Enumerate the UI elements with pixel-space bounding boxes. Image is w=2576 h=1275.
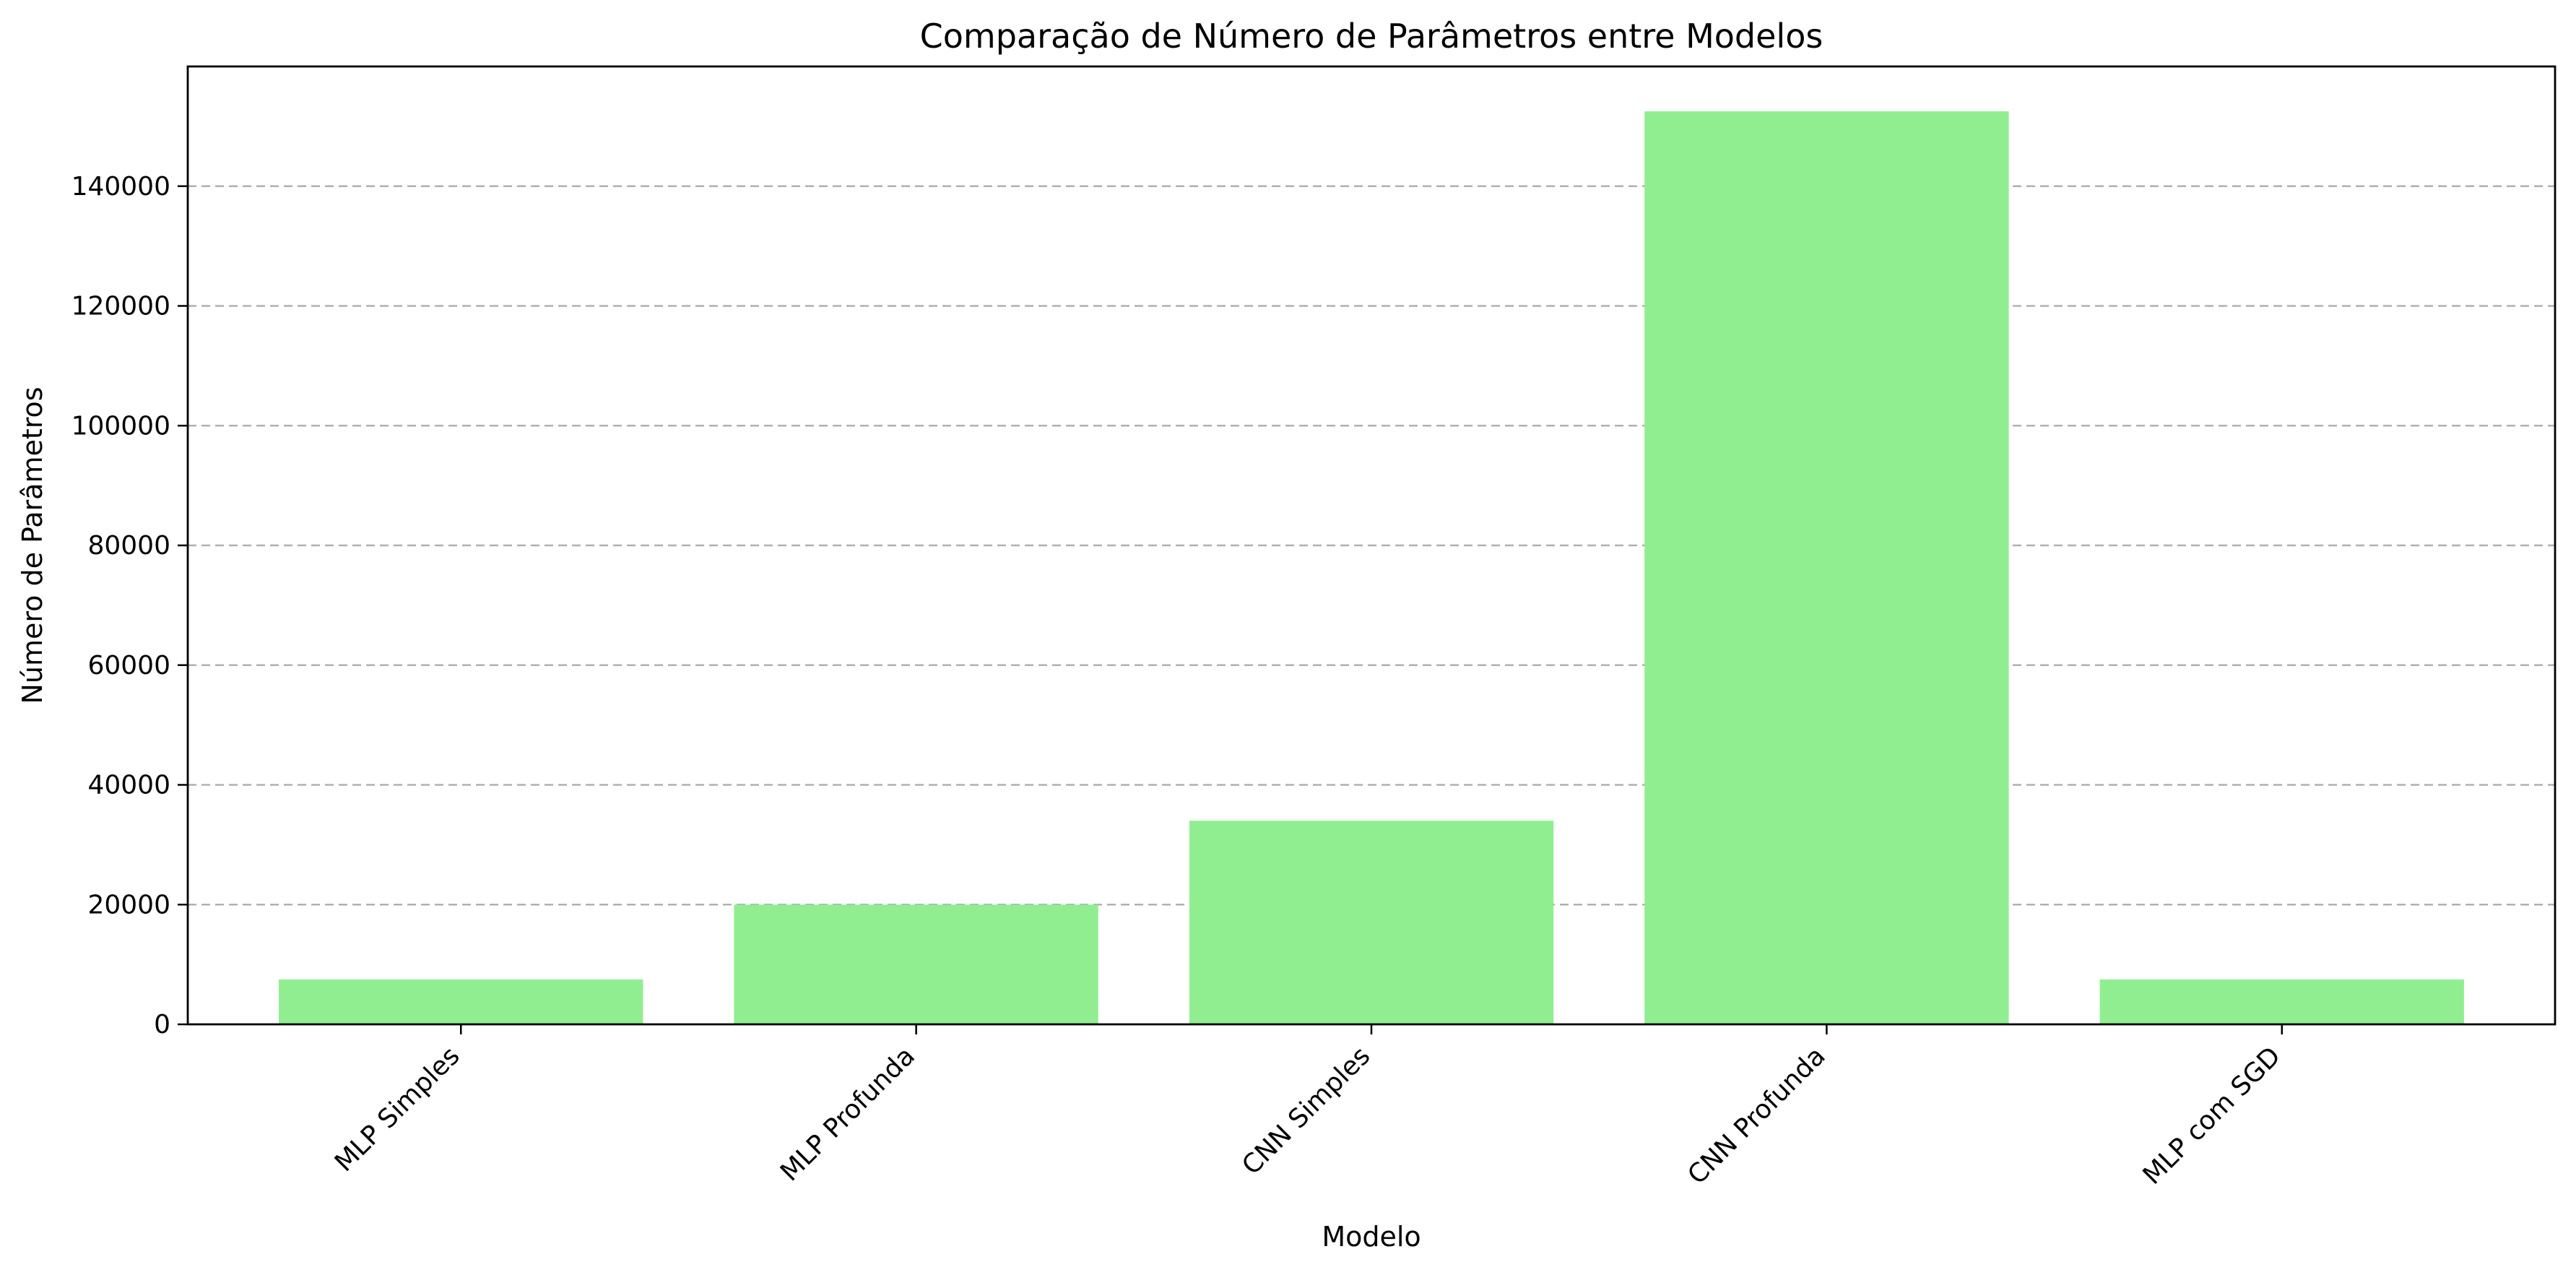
y-tick-label: 60000 (87, 651, 170, 680)
bar-cnn-profunda (1644, 111, 2009, 1024)
y-tick-label: 40000 (87, 771, 170, 800)
x-tick-label: MLP com SGD (2138, 1041, 2287, 1190)
x-tick-label: MLP Profunda (775, 1041, 921, 1187)
y-tick-label: 120000 (71, 292, 170, 321)
bar-mlp-simples (279, 979, 643, 1024)
bar-mlp-profunda (734, 904, 1098, 1024)
x-tick-label: CNN Simples (1236, 1041, 1376, 1180)
grid-layer (188, 185, 2555, 906)
x-axis-ticks: MLP Simples MLP Profunda CNN Simples CNN Pr… (329, 1024, 2286, 1190)
y-tick-label: 80000 (87, 531, 170, 561)
y-tick-label: 100000 (71, 411, 170, 441)
chart-title: Comparação de Número de Parâmetros entre… (920, 17, 1823, 56)
y-tick-label: 20000 (87, 890, 170, 920)
bar-mlp-com-sgd (2099, 979, 2464, 1024)
y-axis-ticks: 0 20000 40000 60000 80000 100000 120000 140000 (71, 172, 188, 1040)
y-tick-label: 140000 (71, 172, 170, 202)
bar-cnn-simples (1189, 821, 1554, 1024)
x-axis-label: Modelo (1322, 1221, 1421, 1253)
bar-layer (279, 111, 2464, 1024)
x-tick-label: MLP Simples (329, 1041, 466, 1177)
x-tick-label: CNN Profunda (1682, 1041, 1831, 1190)
y-axis-label: Número de Parâmetros (17, 386, 48, 704)
y-tick-label: 0 (154, 1010, 170, 1040)
